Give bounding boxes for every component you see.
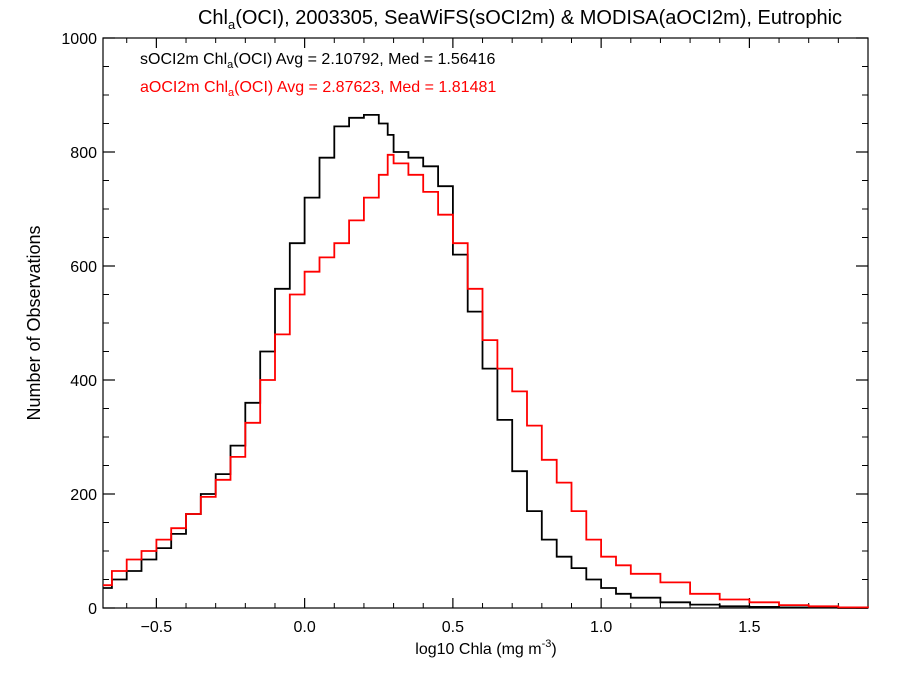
axis-ticks: −0.5 0.0 0.5 1.0 1.5 0 200 400 600 800 1000 <box>61 31 868 636</box>
y-axis-label: Number of Observations <box>24 225 44 420</box>
legend-0-subscript: a <box>227 59 234 71</box>
x-tick-label: 0.5 <box>442 619 464 636</box>
y-tick-label: 0 <box>88 601 97 618</box>
x-axis-label-superscript: -3 <box>542 638 552 650</box>
y-tick-label: 600 <box>70 259 97 276</box>
legend-0-main: sOCI2m Chl <box>140 51 227 68</box>
legend-1-subscript: a <box>228 87 235 99</box>
x-tick-label: 1.5 <box>738 619 760 636</box>
x-tick-label: 1.0 <box>590 619 612 636</box>
y-tick-label: 1000 <box>61 31 97 48</box>
legend-entry-1: aOCI2m Chla(OCI) Avg = 2.87623, Med = 1.… <box>140 79 496 99</box>
x-tick-label: −0.5 <box>141 619 173 636</box>
chart-title-rest: (OCI), 2003305, SeaWiFS(sOCI2m) & MODISA… <box>235 7 842 29</box>
chart-title: Chla(OCI), 2003305, SeaWiFS(sOCI2m) & MO… <box>198 7 842 32</box>
x-axis-label-rest: ) <box>551 641 556 658</box>
legend-1-main: aOCI2m Chl <box>140 79 228 96</box>
y-tick-label: 800 <box>70 145 97 162</box>
series-line-0 <box>103 114 868 609</box>
chart-title-main: Chl <box>198 7 228 29</box>
y-tick-label: 200 <box>70 487 97 504</box>
x-tick-label: 0.0 <box>294 619 316 636</box>
x-axis-label-main: log10 Chla (mg m <box>415 641 541 658</box>
series-line-1 <box>103 153 869 609</box>
x-axis-label: log10 Chla (mg m-3) <box>415 638 556 658</box>
legend-0-rest: (OCI) Avg = 2.10792, Med = 1.56416 <box>233 51 495 68</box>
y-tick-label: 400 <box>70 373 97 390</box>
legend-1-rest: (OCI) Avg = 2.87623, Med = 1.81481 <box>234 79 496 96</box>
chart-title-subscript: a <box>228 17 236 32</box>
legend-entry-0: sOCI2m Chla(OCI) Avg = 2.10792, Med = 1.… <box>140 51 495 71</box>
plot-frame <box>102 37 869 609</box>
series-layer <box>103 114 869 609</box>
